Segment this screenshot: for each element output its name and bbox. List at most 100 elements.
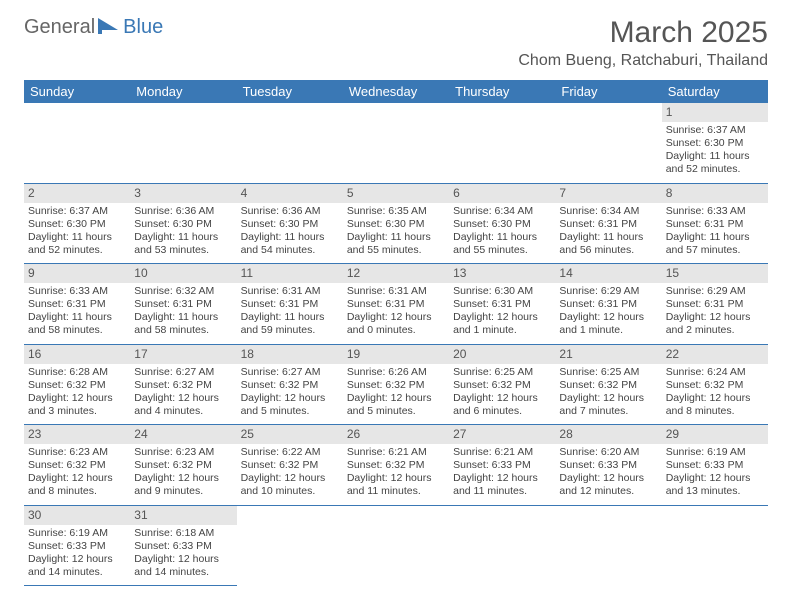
daylight-line: Daylight: 11 hours and 58 minutes. xyxy=(28,311,126,337)
calendar-day-cell: 13Sunrise: 6:30 AMSunset: 6:31 PMDayligh… xyxy=(449,264,555,345)
sunrise-line: Sunrise: 6:33 AM xyxy=(666,205,764,218)
calendar-day-cell: 21Sunrise: 6:25 AMSunset: 6:32 PMDayligh… xyxy=(555,344,661,425)
sunset-line: Sunset: 6:32 PM xyxy=(241,379,339,392)
logo: General Blue xyxy=(24,16,163,39)
daylight-line: Daylight: 11 hours and 54 minutes. xyxy=(241,231,339,257)
sunrise-line: Sunrise: 6:26 AM xyxy=(347,366,445,379)
sunset-line: Sunset: 6:31 PM xyxy=(134,298,232,311)
location-text: Chom Bueng, Ratchaburi, Thailand xyxy=(518,52,768,70)
day-number: 28 xyxy=(555,425,661,444)
calendar-day-cell: 17Sunrise: 6:27 AMSunset: 6:32 PMDayligh… xyxy=(130,344,236,425)
calendar-day-cell: 12Sunrise: 6:31 AMSunset: 6:31 PMDayligh… xyxy=(343,264,449,345)
sunrise-line: Sunrise: 6:36 AM xyxy=(241,205,339,218)
sunset-line: Sunset: 6:31 PM xyxy=(666,298,764,311)
sunset-line: Sunset: 6:31 PM xyxy=(453,298,551,311)
sunrise-line: Sunrise: 6:21 AM xyxy=(453,446,551,459)
sunrise-line: Sunrise: 6:31 AM xyxy=(241,285,339,298)
daylight-line: Daylight: 11 hours and 53 minutes. xyxy=(134,231,232,257)
daylight-line: Daylight: 11 hours and 52 minutes. xyxy=(666,150,764,176)
day-number: 22 xyxy=(662,345,768,364)
daylight-line: Daylight: 12 hours and 3 minutes. xyxy=(28,392,126,418)
daylight-line: Daylight: 12 hours and 6 minutes. xyxy=(453,392,551,418)
sunset-line: Sunset: 6:31 PM xyxy=(559,218,657,231)
calendar-day-cell: 3Sunrise: 6:36 AMSunset: 6:30 PMDaylight… xyxy=(130,183,236,264)
sunrise-line: Sunrise: 6:34 AM xyxy=(453,205,551,218)
day-number: 2 xyxy=(24,184,130,203)
calendar-day-cell: 6Sunrise: 6:34 AMSunset: 6:30 PMDaylight… xyxy=(449,183,555,264)
day-number: 17 xyxy=(130,345,236,364)
daylight-line: Daylight: 12 hours and 12 minutes. xyxy=(559,472,657,498)
calendar-day-cell: 25Sunrise: 6:22 AMSunset: 6:32 PMDayligh… xyxy=(237,425,343,506)
day-number: 25 xyxy=(237,425,343,444)
sunset-line: Sunset: 6:31 PM xyxy=(28,298,126,311)
calendar-blank-cell xyxy=(343,103,449,183)
calendar-blank-cell xyxy=(237,103,343,183)
sunset-line: Sunset: 6:30 PM xyxy=(453,218,551,231)
calendar-blank-cell xyxy=(449,103,555,183)
sunrise-line: Sunrise: 6:20 AM xyxy=(559,446,657,459)
calendar-day-cell: 5Sunrise: 6:35 AMSunset: 6:30 PMDaylight… xyxy=(343,183,449,264)
daylight-line: Daylight: 11 hours and 52 minutes. xyxy=(28,231,126,257)
calendar-blank-cell xyxy=(555,505,661,586)
weekday-header: Monday xyxy=(130,80,236,103)
sunset-line: Sunset: 6:32 PM xyxy=(134,379,232,392)
sunset-line: Sunset: 6:32 PM xyxy=(453,379,551,392)
calendar-blank-cell xyxy=(237,505,343,586)
daylight-line: Daylight: 12 hours and 14 minutes. xyxy=(28,553,126,579)
daylight-line: Daylight: 12 hours and 13 minutes. xyxy=(666,472,764,498)
page-header: General Blue March 2025 Chom Bueng, Ratc… xyxy=(24,16,768,70)
sunset-line: Sunset: 6:32 PM xyxy=(28,379,126,392)
day-number: 3 xyxy=(130,184,236,203)
day-number: 1 xyxy=(662,103,768,122)
calendar-day-cell: 14Sunrise: 6:29 AMSunset: 6:31 PMDayligh… xyxy=(555,264,661,345)
sunset-line: Sunset: 6:33 PM xyxy=(134,540,232,553)
daylight-line: Daylight: 12 hours and 11 minutes. xyxy=(347,472,445,498)
day-number: 20 xyxy=(449,345,555,364)
calendar-day-cell: 9Sunrise: 6:33 AMSunset: 6:31 PMDaylight… xyxy=(24,264,130,345)
daylight-line: Daylight: 12 hours and 8 minutes. xyxy=(666,392,764,418)
calendar-blank-cell xyxy=(130,103,236,183)
sunset-line: Sunset: 6:32 PM xyxy=(347,379,445,392)
day-number: 26 xyxy=(343,425,449,444)
logo-text-blue: Blue xyxy=(123,16,163,39)
sunrise-line: Sunrise: 6:25 AM xyxy=(559,366,657,379)
daylight-line: Daylight: 12 hours and 2 minutes. xyxy=(666,311,764,337)
sunrise-line: Sunrise: 6:18 AM xyxy=(134,527,232,540)
weekday-header: Friday xyxy=(555,80,661,103)
daylight-line: Daylight: 11 hours and 55 minutes. xyxy=(347,231,445,257)
sunrise-line: Sunrise: 6:23 AM xyxy=(28,446,126,459)
daylight-line: Daylight: 12 hours and 7 minutes. xyxy=(559,392,657,418)
daylight-line: Daylight: 12 hours and 4 minutes. xyxy=(134,392,232,418)
calendar-blank-cell xyxy=(449,505,555,586)
daylight-line: Daylight: 11 hours and 56 minutes. xyxy=(559,231,657,257)
sunset-line: Sunset: 6:33 PM xyxy=(453,459,551,472)
sunset-line: Sunset: 6:31 PM xyxy=(559,298,657,311)
sunset-line: Sunset: 6:33 PM xyxy=(28,540,126,553)
calendar-day-cell: 11Sunrise: 6:31 AMSunset: 6:31 PMDayligh… xyxy=(237,264,343,345)
daylight-line: Daylight: 12 hours and 5 minutes. xyxy=(241,392,339,418)
daylight-line: Daylight: 12 hours and 11 minutes. xyxy=(453,472,551,498)
day-number: 27 xyxy=(449,425,555,444)
daylight-line: Daylight: 11 hours and 57 minutes. xyxy=(666,231,764,257)
day-number: 18 xyxy=(237,345,343,364)
sunrise-line: Sunrise: 6:31 AM xyxy=(347,285,445,298)
daylight-line: Daylight: 12 hours and 5 minutes. xyxy=(347,392,445,418)
sunrise-line: Sunrise: 6:35 AM xyxy=(347,205,445,218)
day-number: 14 xyxy=(555,264,661,283)
sunset-line: Sunset: 6:33 PM xyxy=(559,459,657,472)
calendar-day-cell: 26Sunrise: 6:21 AMSunset: 6:32 PMDayligh… xyxy=(343,425,449,506)
sunset-line: Sunset: 6:32 PM xyxy=(666,379,764,392)
day-number: 24 xyxy=(130,425,236,444)
sunrise-line: Sunrise: 6:30 AM xyxy=(453,285,551,298)
daylight-line: Daylight: 12 hours and 14 minutes. xyxy=(134,553,232,579)
day-number: 9 xyxy=(24,264,130,283)
day-number: 4 xyxy=(237,184,343,203)
calendar-blank-cell xyxy=(555,103,661,183)
sunrise-line: Sunrise: 6:32 AM xyxy=(134,285,232,298)
calendar-day-cell: 20Sunrise: 6:25 AMSunset: 6:32 PMDayligh… xyxy=(449,344,555,425)
daylight-line: Daylight: 12 hours and 8 minutes. xyxy=(28,472,126,498)
day-number: 5 xyxy=(343,184,449,203)
day-number: 29 xyxy=(662,425,768,444)
day-number: 21 xyxy=(555,345,661,364)
sunrise-line: Sunrise: 6:29 AM xyxy=(666,285,764,298)
